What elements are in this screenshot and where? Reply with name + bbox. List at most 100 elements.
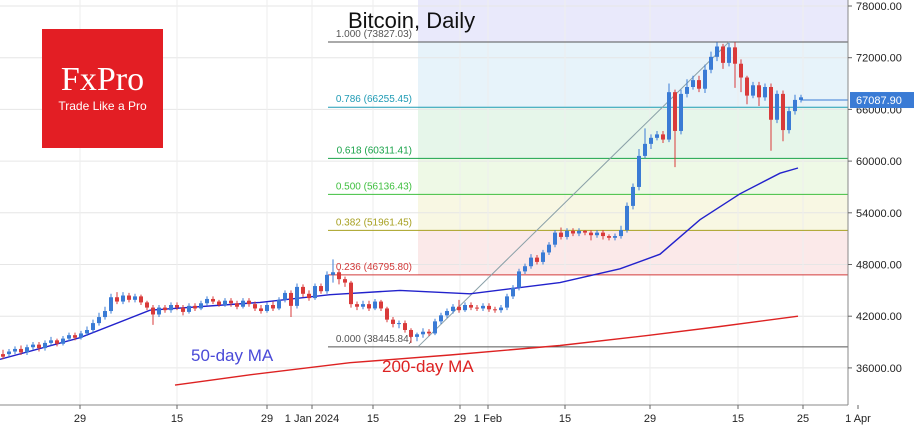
candle-body [319,286,323,292]
candle-body [751,85,755,96]
candle-body [421,331,425,335]
candle-body [433,321,437,334]
candle-body [457,306,461,311]
candle-body [547,244,551,253]
candle-body [25,347,29,353]
candle-body [595,232,599,236]
time-tick-label: 29 [74,413,86,425]
candle-body [559,232,563,237]
candle-body [787,111,791,131]
candle-body [313,286,317,299]
candle-body [205,298,209,304]
candle-body [709,56,713,70]
fib-level-label: 0.500 (56136.43) [336,181,412,192]
fib-trend-line [417,41,730,348]
candle-body [181,307,185,312]
candle-body [169,304,173,311]
candle-body [133,296,137,300]
candle-body [211,298,215,302]
time-tick-label: 1 Feb [474,413,502,425]
candle-body [469,304,473,308]
candle-body [187,305,191,312]
candle-body [19,348,23,353]
fib-level-label: 0.382 (51961.45) [336,217,412,228]
fib-level-label: 1.000 (73827.03) [336,29,412,40]
candle-body [439,315,443,322]
candle-body [415,334,419,337]
candle-body [643,143,647,156]
fib-level-label: 0.618 (60311.41) [337,145,412,156]
price-tick-label: 72000.00 [856,53,902,65]
candle-body [7,351,11,355]
candle-body [43,342,47,349]
candle-body [427,331,431,334]
candle-body [223,300,227,305]
candle-body [511,287,515,297]
chart-title: Bitcoin, Daily [348,8,476,33]
candle-body [781,93,785,131]
candle-body [535,257,539,262]
candle-body [379,301,383,309]
candle-body [721,46,725,63]
candle-body [259,308,263,312]
time-tick-label: 1 Jan 2024 [285,413,339,425]
fib-band [418,230,848,275]
candle-body [307,293,311,299]
candle-body [475,307,479,309]
candle-body [1,354,5,357]
candle-body [613,236,617,238]
candle-body [607,236,611,238]
fib-level-label: 0.236 (46795.80) [336,262,412,273]
candle-body [529,257,533,267]
candle-body [337,272,341,280]
candle-body [91,323,95,330]
candle-body [733,47,737,64]
price-tick-label: 78000.00 [856,1,902,13]
price-tick-label: 54000.00 [856,208,902,220]
time-tick-label: 15 [367,413,379,425]
candle-body [109,297,113,312]
candle-body [355,304,359,307]
candle-body [229,300,233,304]
candle-body [601,232,605,237]
time-tick-label: 29 [454,413,466,425]
candle-body [739,63,743,78]
candle-body [61,338,65,344]
logo-wordmark: FxPro [60,61,145,98]
candle-body [487,305,491,310]
candle-body [571,230,575,234]
candle-body [685,86,689,94]
candle-body [403,323,407,330]
time-tick-label: 15 [559,413,571,425]
candle-body [769,86,773,120]
candle-body [697,80,701,89]
candle-body [343,279,347,283]
candle-body [385,308,389,320]
candle-body [745,77,749,96]
candle-body [727,47,731,63]
candle-body [253,304,257,309]
fib-level-label: 0.000 (38445.84) [336,334,412,345]
fib-level-label: 0.786 (66255.45) [336,94,412,105]
logo-tagline: Trade Like a Pro [58,99,147,113]
candle-body [121,295,125,302]
candle-body [655,134,659,138]
ma200-line [174,315,799,386]
candle-body [217,301,221,305]
candle-body [349,282,353,305]
candle-body [199,303,203,309]
candle-body [289,292,293,306]
candle-body [265,304,269,312]
time-tick-label: 25 [797,413,809,425]
candle-body [55,340,59,344]
candle-body [295,286,299,306]
candle-body [79,333,83,338]
time-tick-label: 29 [644,413,656,425]
candle-body [505,296,509,308]
candle-body [97,317,101,324]
time-tick-label: 15 [171,413,183,425]
candle-body [577,230,581,234]
candle-body [145,302,149,308]
candle-body [451,306,455,312]
time-tick-label: 1 Apr [845,413,871,425]
